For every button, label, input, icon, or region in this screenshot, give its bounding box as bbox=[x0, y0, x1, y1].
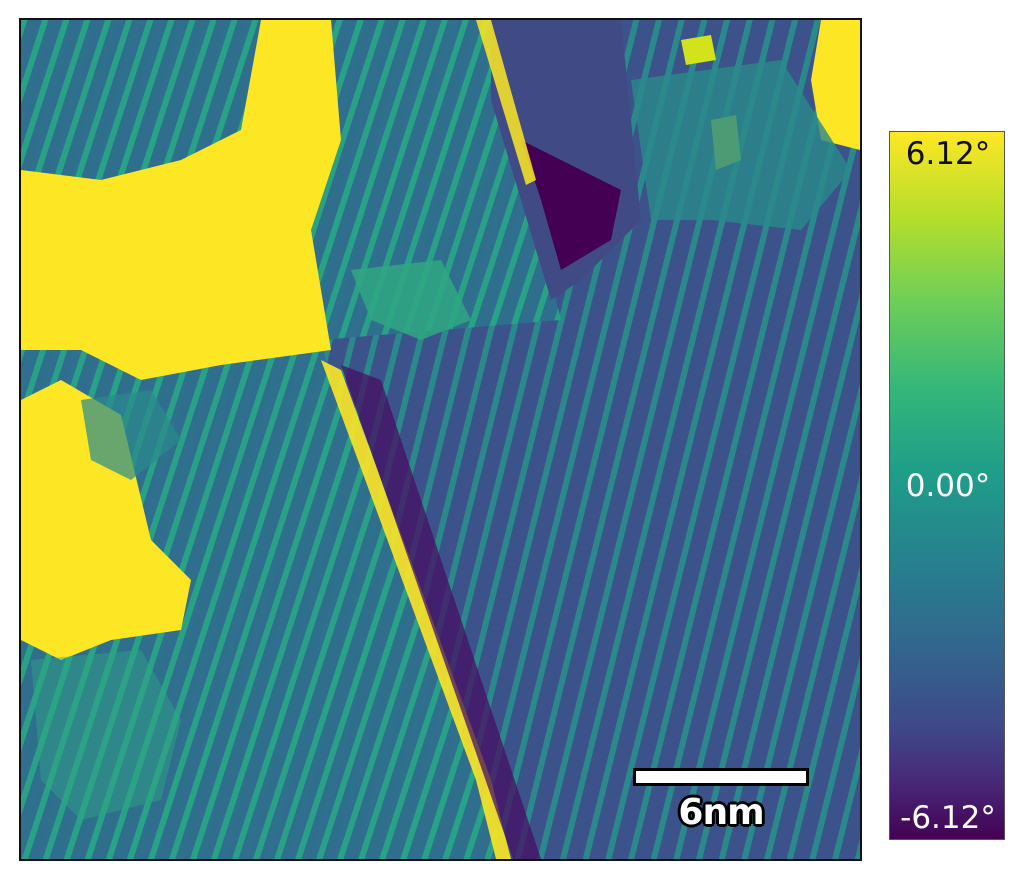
colorbar-min-label: -6.12° bbox=[900, 800, 996, 836]
colorbar-mid-label: 0.00° bbox=[905, 468, 991, 504]
scale-bar: 6nm bbox=[633, 768, 809, 840]
afm-phase-image: 6nm bbox=[19, 18, 862, 861]
phase-map bbox=[21, 20, 860, 859]
scale-bar-label: 6nm bbox=[678, 792, 764, 833]
colorbar: 6.12° 0.00° -6.12° bbox=[889, 131, 1005, 840]
scale-bar-line bbox=[633, 768, 809, 786]
colorbar-max-label: 6.12° bbox=[905, 136, 991, 172]
